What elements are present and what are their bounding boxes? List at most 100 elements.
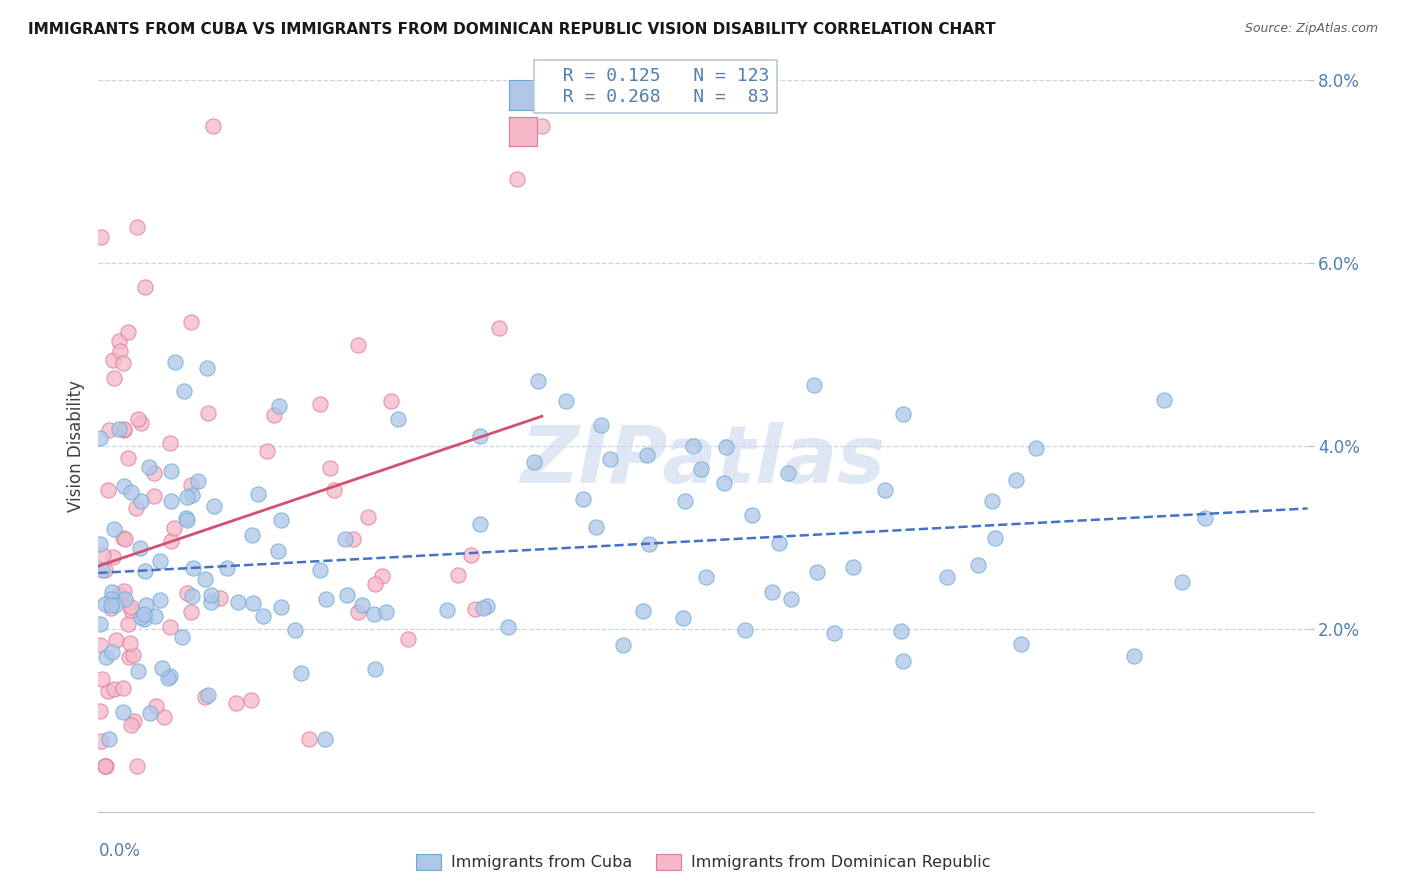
Point — [475, 599, 498, 613]
Point — [284, 623, 307, 637]
Point — [554, 394, 576, 409]
Point — [143, 490, 166, 504]
Point — [1005, 473, 1028, 487]
Point — [308, 563, 330, 577]
Point — [1153, 393, 1175, 408]
Point — [135, 599, 157, 613]
Point — [181, 560, 204, 574]
Point — [134, 565, 156, 579]
Point — [734, 623, 756, 637]
Point — [176, 586, 198, 600]
Point — [127, 411, 149, 425]
Point — [530, 119, 553, 133]
Point — [768, 535, 790, 549]
Point — [112, 531, 135, 545]
Point — [145, 609, 167, 624]
Point — [103, 371, 125, 385]
Point — [263, 409, 285, 423]
Point — [159, 669, 181, 683]
Point — [380, 393, 402, 408]
Point — [103, 681, 125, 696]
Point — [159, 494, 181, 508]
Point — [163, 521, 186, 535]
Point — [464, 602, 486, 616]
Point — [204, 499, 226, 513]
Point — [89, 431, 111, 445]
Point — [672, 610, 695, 624]
Point — [91, 563, 114, 577]
Point — [96, 759, 118, 773]
Point — [124, 501, 146, 516]
Point — [761, 585, 783, 599]
Point — [97, 684, 120, 698]
Point — [228, 594, 250, 608]
Point — [120, 600, 142, 615]
Point — [89, 537, 111, 551]
Point — [267, 400, 290, 414]
Point — [118, 649, 141, 664]
Point — [527, 375, 550, 389]
Point — [673, 494, 696, 508]
Point — [612, 638, 634, 652]
Point — [181, 589, 204, 603]
Point — [436, 602, 458, 616]
Point — [202, 119, 225, 133]
Point — [200, 595, 222, 609]
Point — [104, 633, 127, 648]
Point — [108, 588, 131, 602]
Point — [741, 508, 763, 522]
Point — [120, 603, 142, 617]
Point — [599, 451, 621, 466]
Point — [122, 648, 145, 662]
Point — [197, 406, 219, 420]
Point — [114, 532, 136, 546]
Point — [242, 596, 264, 610]
Point — [363, 607, 385, 621]
Point — [159, 435, 181, 450]
Point — [891, 407, 914, 421]
Point — [112, 356, 135, 370]
Point — [471, 601, 494, 615]
Y-axis label: Vision Disability: Vision Disability — [66, 380, 84, 512]
Point — [323, 483, 346, 497]
Point — [173, 384, 195, 398]
Point — [94, 649, 117, 664]
Point — [194, 573, 217, 587]
Point — [387, 412, 409, 426]
Point — [159, 620, 181, 634]
Point — [1123, 648, 1146, 663]
Point — [104, 598, 127, 612]
Point — [498, 620, 520, 634]
Point — [682, 439, 704, 453]
Point — [523, 455, 546, 469]
Point — [125, 219, 148, 234]
Point — [270, 513, 292, 527]
Point — [134, 279, 156, 293]
Point — [252, 609, 274, 624]
Point — [117, 450, 139, 465]
Point — [225, 696, 247, 710]
Point — [891, 654, 914, 668]
Point — [315, 731, 337, 746]
Point — [713, 475, 735, 490]
Point — [335, 532, 357, 546]
Point — [208, 591, 231, 606]
Point — [1194, 511, 1216, 525]
Point — [149, 554, 172, 568]
Point — [695, 570, 717, 584]
Point — [98, 423, 121, 437]
Point — [134, 612, 156, 626]
Point — [585, 520, 607, 534]
Point — [97, 483, 120, 498]
Point — [112, 423, 135, 437]
Point — [470, 517, 492, 532]
Point — [129, 494, 152, 508]
Point — [112, 478, 135, 492]
Point — [984, 531, 1007, 545]
Legend: Immigrants from Cuba, Immigrants from Dominican Republic: Immigrants from Cuba, Immigrants from Do… — [409, 847, 997, 877]
Text: R = 0.125   N = 123
  R = 0.268   N =  83: R = 0.125 N = 123 R = 0.268 N = 83 — [541, 67, 769, 105]
Point — [117, 325, 139, 339]
Point — [357, 510, 380, 524]
Point — [100, 599, 122, 613]
Point — [114, 592, 136, 607]
